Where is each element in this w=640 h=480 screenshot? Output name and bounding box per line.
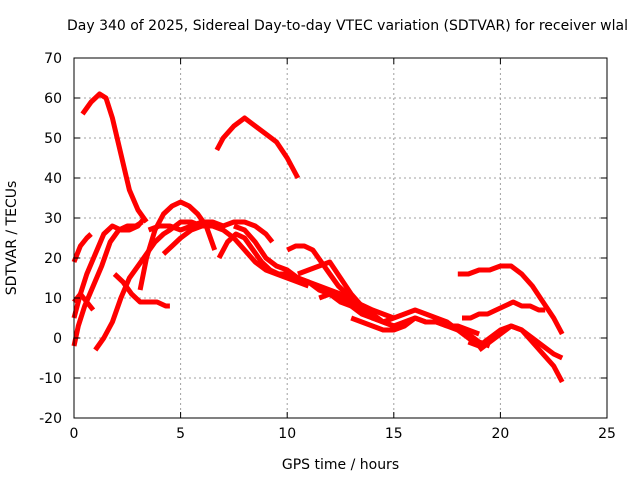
series-prn-i — [147, 219, 275, 244]
y-tick-label: 0 — [53, 331, 62, 347]
y-tick-label: 50 — [44, 131, 62, 147]
x-tick-label: 20 — [491, 426, 509, 442]
axis-ticks: 0 5 10 15 20 25 -20 -10 0 10 20 30 40 50 60 70 — [39, 51, 616, 442]
chart-title-text: Day 340 of 2025, Sidereal Day-to-day VTE… — [66, 18, 628, 34]
y-tick-label: 40 — [44, 171, 62, 187]
chart-title: Day 340 of 2025, Sidereal Day-to-day VTE… — [0, 18, 640, 34]
x-tick-label: 25 — [598, 426, 616, 442]
series-prn-q — [350, 315, 481, 349]
series-prn-u — [477, 323, 564, 361]
series-prn-t — [467, 323, 565, 384]
y-tick-label: -10 — [39, 371, 62, 387]
series-prn-g — [112, 272, 170, 309]
y-tick-label: 30 — [44, 211, 62, 227]
y-tick-label: 70 — [44, 51, 62, 67]
series-prn-n — [286, 243, 395, 321]
x-tick-label: 10 — [278, 426, 296, 442]
series-prn-s — [462, 299, 546, 321]
x-axis-label: GPS time / hours — [281, 457, 400, 473]
y-tick-label: -20 — [39, 411, 62, 427]
series-prn-k — [214, 115, 301, 180]
data-series — [71, 91, 565, 384]
series-prn-r — [457, 263, 565, 336]
x-tick-label: 5 — [176, 426, 185, 442]
y-tick-label: 20 — [44, 251, 62, 267]
y-tick-label: 60 — [44, 91, 62, 107]
x-tick-label: 0 — [70, 426, 79, 442]
series-prn-a — [80, 91, 149, 224]
plot-frame — [73, 57, 608, 419]
y-axis-label: SDTVAR / TECUs — [4, 180, 20, 296]
x-tick-label: 15 — [385, 426, 403, 442]
series-prn-h — [137, 199, 218, 291]
series-prn-d — [71, 232, 93, 263]
y-tick-label: 10 — [44, 291, 62, 307]
series-prn-c — [71, 219, 144, 347]
